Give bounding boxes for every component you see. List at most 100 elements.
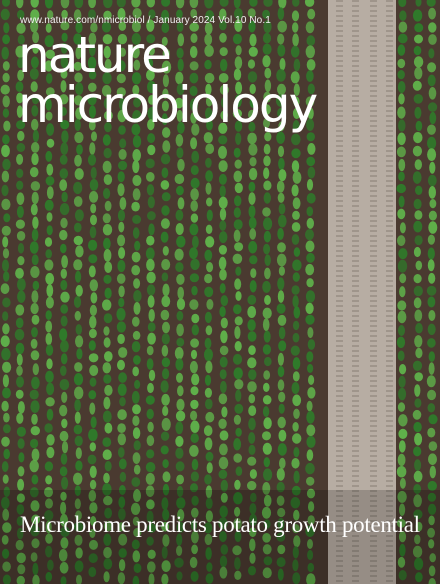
plant-cluster bbox=[220, 317, 228, 329]
tread-mark bbox=[370, 480, 377, 482]
tread-mark bbox=[370, 405, 377, 407]
plant-cluster bbox=[192, 235, 199, 249]
plant-cluster bbox=[262, 307, 272, 319]
plant-cluster bbox=[276, 495, 285, 506]
plant-cluster bbox=[161, 36, 168, 47]
tread-mark bbox=[370, 375, 377, 377]
plant-cluster bbox=[219, 345, 229, 356]
plant-cluster bbox=[89, 442, 97, 452]
plant-cluster bbox=[17, 69, 24, 82]
plant-cluster bbox=[262, 207, 271, 217]
plant-cluster bbox=[174, 173, 185, 185]
tread-mark bbox=[370, 235, 377, 237]
plant-cluster bbox=[90, 203, 97, 214]
tread-mark bbox=[370, 125, 377, 127]
plant-cluster bbox=[204, 22, 213, 35]
plant-cluster bbox=[191, 123, 200, 136]
plant-cluster bbox=[2, 508, 10, 521]
tread-mark bbox=[386, 480, 393, 482]
plant-cluster bbox=[117, 33, 128, 45]
plant-cluster bbox=[249, 513, 258, 527]
plant-cluster bbox=[119, 471, 127, 483]
tread-mark bbox=[370, 340, 377, 342]
plant-cluster bbox=[291, 222, 301, 232]
plant-cluster bbox=[263, 167, 270, 179]
tread-mark bbox=[370, 410, 377, 412]
plant-cluster bbox=[190, 349, 198, 360]
plant-cluster bbox=[175, 209, 184, 221]
tread-mark bbox=[352, 125, 359, 127]
tread-mark bbox=[386, 270, 393, 272]
plant-cluster bbox=[102, 134, 111, 146]
plant-cluster bbox=[88, 119, 96, 131]
plant-cluster bbox=[175, 410, 186, 422]
plant-cluster bbox=[103, 174, 113, 186]
tread-mark bbox=[352, 200, 359, 202]
plant-cluster bbox=[74, 534, 83, 546]
tread-mark bbox=[386, 20, 393, 22]
plant-cluster bbox=[45, 320, 53, 333]
tread-mark bbox=[336, 95, 343, 97]
plant-cluster bbox=[305, 229, 314, 241]
plant-cluster bbox=[44, 35, 54, 48]
plant-cluster bbox=[46, 434, 55, 446]
tread-mark bbox=[370, 435, 377, 437]
tread-mark bbox=[352, 535, 359, 537]
plant-cluster bbox=[292, 320, 300, 331]
plant-cluster bbox=[205, 170, 214, 182]
plant-cluster bbox=[189, 98, 199, 112]
plant-cluster bbox=[2, 548, 10, 559]
tread-mark bbox=[336, 495, 343, 497]
tread-mark bbox=[352, 275, 359, 277]
plant-cluster bbox=[45, 475, 53, 485]
plant-cluster bbox=[428, 362, 435, 375]
plant-cluster bbox=[277, 83, 286, 95]
tread-mark bbox=[352, 350, 359, 352]
plant-cluster bbox=[90, 292, 98, 304]
plant-cluster bbox=[234, 182, 243, 194]
plant-cluster bbox=[75, 447, 82, 460]
plant-cluster bbox=[161, 546, 168, 559]
plant-cluster bbox=[161, 100, 169, 112]
plant-cluster bbox=[176, 185, 184, 196]
tread-mark bbox=[352, 410, 359, 412]
tread-mark bbox=[386, 120, 393, 122]
plant-cluster bbox=[118, 125, 126, 135]
tread-mark bbox=[336, 125, 343, 127]
plant-cluster bbox=[428, 539, 435, 549]
tread-mark bbox=[336, 400, 343, 402]
plant-cluster bbox=[248, 345, 256, 356]
plant-cluster bbox=[88, 82, 97, 93]
plant-cluster bbox=[30, 181, 41, 191]
tread-mark bbox=[370, 575, 377, 577]
plant-cluster bbox=[147, 322, 156, 332]
plant-cluster bbox=[29, 241, 39, 254]
plant-cluster bbox=[413, 285, 423, 297]
plant-cluster bbox=[59, 229, 68, 241]
plant-cluster bbox=[88, 32, 97, 46]
plant-cluster bbox=[31, 105, 39, 117]
tread-mark bbox=[370, 440, 377, 442]
plant-cluster bbox=[292, 422, 299, 432]
tread-mark bbox=[370, 185, 377, 187]
plant-cluster bbox=[47, 10, 54, 20]
tread-mark bbox=[352, 45, 359, 47]
plant-cluster bbox=[146, 271, 156, 284]
plant-cluster bbox=[15, 304, 25, 316]
plant-cluster bbox=[161, 259, 171, 271]
tread-mark bbox=[352, 185, 359, 187]
plant-cluster bbox=[248, 121, 256, 132]
plant-cluster bbox=[278, 169, 287, 182]
plant-cluster bbox=[46, 186, 54, 200]
tread-mark bbox=[386, 170, 393, 172]
plant-cluster bbox=[291, 458, 300, 469]
tread-mark bbox=[336, 265, 343, 267]
tread-mark bbox=[386, 275, 393, 277]
plant-cluster bbox=[232, 353, 243, 365]
plant-cluster bbox=[205, 451, 214, 462]
plant-cluster bbox=[218, 196, 228, 209]
tread-mark bbox=[386, 255, 393, 257]
tread-mark bbox=[386, 430, 393, 432]
plant-cluster bbox=[263, 330, 271, 343]
plant-cluster bbox=[292, 559, 299, 572]
